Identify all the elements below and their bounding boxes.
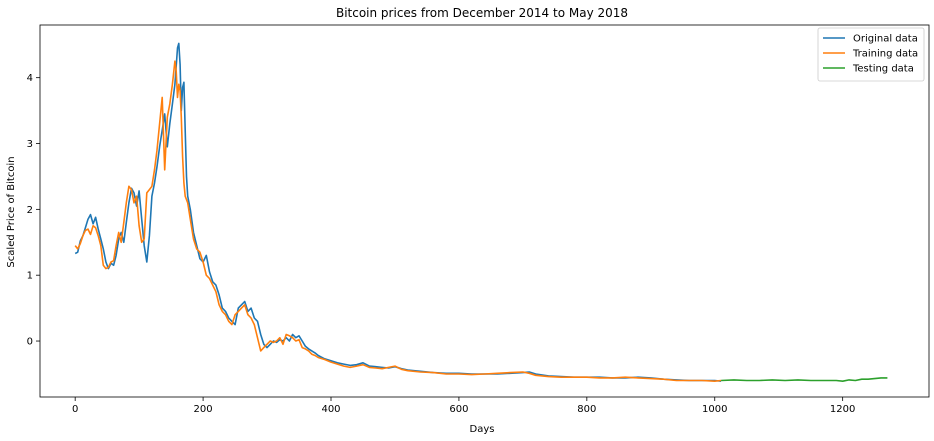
x-axis-title: Days [470,424,495,435]
legend: Original data Training data Testing data [817,27,925,82]
y-tick-label: 1 [27,271,33,282]
y-tick-label: 2 [27,205,33,216]
series-line-2 [74,60,722,382]
legend-label-3: Testing data [852,64,914,75]
x-tick-label: 400 [321,404,340,415]
axes: 0 200 400 600 800 1000 1200 0 1 2 3 4 [27,24,930,415]
x-tick-label: 200 [194,404,213,415]
x-tick-label: 0 [72,404,78,415]
x-tick-label: 800 [577,404,596,415]
plot-frame [39,24,930,398]
x-tick-label: 600 [449,404,468,415]
chart-title: Bitcoin prices from December 2014 to May… [336,6,628,20]
y-tick-label: 4 [27,73,33,84]
y-tick-label: 0 [27,337,33,348]
series-line-3 [721,377,888,382]
legend-label-1: Original data [853,34,918,45]
x-tick-label: 1200 [830,404,855,415]
plot-area [74,42,888,382]
y-axis-title: Scaled Price of Bitcoin [6,156,17,267]
legend-label-2: Training data [852,49,918,60]
y-tick-label: 3 [27,139,33,150]
x-tick-label: 1000 [702,404,727,415]
